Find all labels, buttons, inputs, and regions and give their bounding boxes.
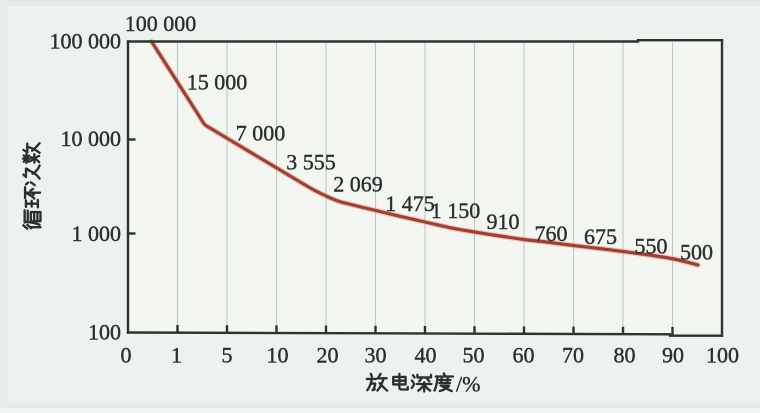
svg-text:15 000: 15 000	[187, 69, 248, 94]
svg-text:40: 40	[415, 342, 437, 367]
svg-text:910: 910	[487, 209, 520, 234]
svg-text:2 069: 2 069	[333, 171, 383, 196]
svg-text:500: 500	[680, 239, 713, 264]
svg-text:675: 675	[584, 224, 617, 249]
svg-text:1 150: 1 150	[431, 198, 481, 223]
svg-text:30: 30	[365, 342, 387, 367]
svg-text:60: 60	[513, 342, 535, 367]
svg-text:3 555: 3 555	[286, 149, 336, 174]
svg-text:100 000: 100 000	[125, 11, 197, 36]
svg-text:1: 1	[171, 342, 182, 367]
svg-text:70: 70	[562, 342, 584, 367]
svg-text:760: 760	[535, 221, 568, 246]
svg-text:90: 90	[662, 342, 684, 367]
svg-text:7 000: 7 000	[236, 120, 286, 145]
svg-text:1 475: 1 475	[385, 191, 435, 216]
svg-text:20: 20	[317, 342, 339, 367]
svg-text:550: 550	[635, 233, 668, 258]
svg-text:50: 50	[463, 342, 485, 367]
svg-text:1 000: 1 000	[72, 221, 122, 246]
svg-text:100: 100	[88, 319, 121, 344]
svg-text:80: 80	[614, 342, 636, 367]
svg-text:10: 10	[267, 342, 289, 367]
svg-text:0: 0	[121, 342, 132, 367]
svg-text:100: 100	[706, 342, 739, 367]
svg-text:100 000: 100 000	[50, 28, 122, 53]
svg-text:10 000: 10 000	[61, 126, 122, 151]
svg-text:/%: /%	[456, 371, 480, 396]
svg-text:5: 5	[222, 342, 233, 367]
